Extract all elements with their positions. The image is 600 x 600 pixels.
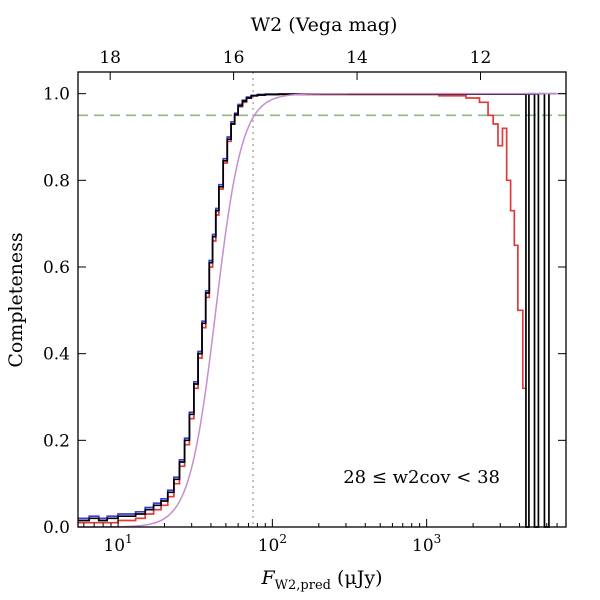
- x-tick-label: 103: [412, 532, 441, 556]
- top-tick-label: 14: [346, 48, 368, 68]
- x-tick-exp: 2: [279, 532, 287, 546]
- series-line-1: [78, 93, 539, 520]
- x-tick-base: 10: [412, 536, 434, 556]
- series-line-0: [78, 93, 527, 524]
- series-layer: [78, 92, 566, 528]
- x-axis-unit: (μJy): [331, 567, 383, 589]
- y-tick-label: 0.6: [43, 258, 70, 278]
- y-axis-title: Completeness: [5, 232, 27, 367]
- x-axis-title: FW2,pred (μJy): [260, 567, 382, 593]
- x-tick-base: 10: [103, 536, 125, 556]
- plot-frame: [77, 71, 567, 528]
- x-tick-label: 102: [258, 532, 287, 556]
- x-axis-symbol: F: [260, 567, 275, 589]
- x-tick-exp: 1: [125, 532, 133, 546]
- top-tick-label: 12: [470, 48, 492, 68]
- x-axis-subscript: W2,pred: [275, 578, 331, 593]
- reference-lines: [78, 72, 566, 527]
- y-tick-label: 0.0: [43, 518, 70, 538]
- top-axis-title: W2 (Vega mag): [251, 14, 398, 36]
- x-tick-exp: 3: [434, 532, 442, 546]
- tick-marks: [78, 72, 567, 528]
- series-line-2: [78, 92, 556, 528]
- y-tick-label: 0.2: [43, 431, 70, 451]
- x-tick-label: 101: [103, 532, 132, 556]
- x-tick-base: 10: [258, 536, 280, 556]
- top-tick-label: 18: [99, 48, 121, 68]
- y-tick-label: 0.4: [43, 345, 70, 365]
- y-tick-label: 1.0: [43, 85, 70, 105]
- annotation-w2cov: 28 ≤ w2cov < 38: [343, 467, 500, 488]
- y-tick-label: 0.8: [43, 171, 70, 191]
- top-tick-label: 16: [223, 48, 245, 68]
- series-line-3: [78, 92, 566, 528]
